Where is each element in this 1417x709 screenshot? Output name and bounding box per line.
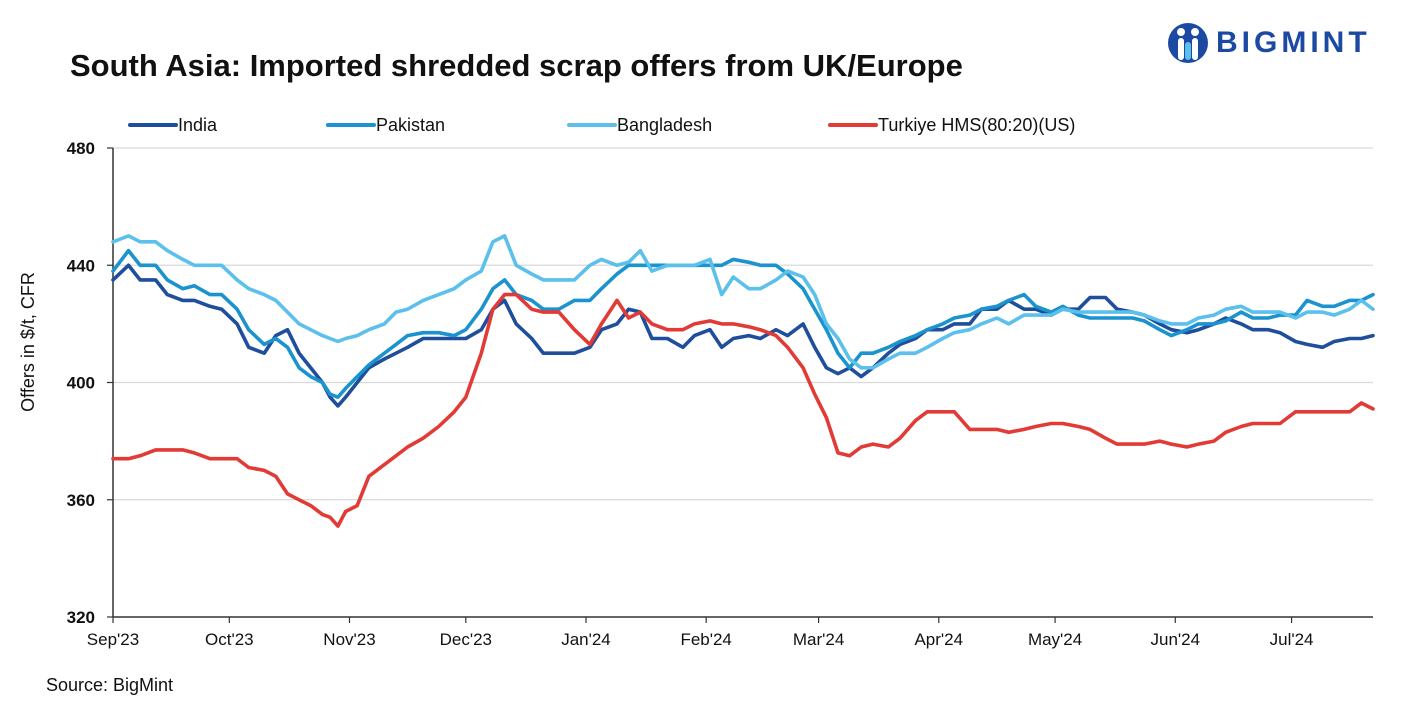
series-line-turkiye-hms-80-20-us bbox=[111, 292, 1375, 528]
x-tick-label: Apr'24 bbox=[914, 630, 963, 649]
x-tick-label: Jun'24 bbox=[1150, 630, 1200, 649]
y-tick-label: 360 bbox=[67, 491, 95, 510]
y-tick-label: 320 bbox=[67, 608, 95, 627]
axes: 320 360 400 440 480 Sep'23 Oct'23 Nov'23 Dec'23 J… bbox=[67, 139, 1373, 649]
series-line-pakistan bbox=[111, 248, 1375, 399]
x-tick-label: Mar'24 bbox=[793, 630, 844, 649]
x-tick-label: Feb'24 bbox=[680, 630, 731, 649]
x-tick-label: Nov'23 bbox=[323, 630, 375, 649]
legend-label: Turkiye HMS(80:20)(US) bbox=[878, 115, 1075, 135]
x-tick-label: May'24 bbox=[1028, 630, 1082, 649]
y-tick-label: 480 bbox=[67, 139, 95, 158]
x-tick-label: Dec'23 bbox=[440, 630, 492, 649]
y-axis-label: Offers in $/t, CFR bbox=[18, 272, 38, 412]
legend-label: Pakistan bbox=[376, 115, 445, 135]
x-tick-label: Jul'24 bbox=[1270, 630, 1314, 649]
y-tick-label: 400 bbox=[67, 374, 95, 393]
y-tick-label: 440 bbox=[67, 256, 95, 275]
legend: India Pakistan Bangladesh Turkiye HMS(80:20… bbox=[128, 115, 1075, 135]
x-tick-label: Sep'23 bbox=[87, 630, 139, 649]
brand-logo: BIGMINT bbox=[1166, 18, 1406, 68]
legend-label: India bbox=[178, 115, 218, 135]
brand-name: BIGMINT bbox=[1216, 26, 1371, 59]
legend-label: Bangladesh bbox=[617, 115, 712, 135]
source-note: Source: BigMint bbox=[46, 675, 174, 695]
x-tick-label: Jan'24 bbox=[561, 630, 611, 649]
bigmint-logo-icon bbox=[1168, 23, 1208, 63]
series-line-bangladesh bbox=[111, 234, 1375, 370]
chart-title: South Asia: Imported shredded scrap offe… bbox=[70, 48, 963, 83]
gridlines bbox=[113, 147, 1373, 501]
x-tick-label: Oct'23 bbox=[205, 630, 254, 649]
series-lines bbox=[111, 234, 1375, 528]
